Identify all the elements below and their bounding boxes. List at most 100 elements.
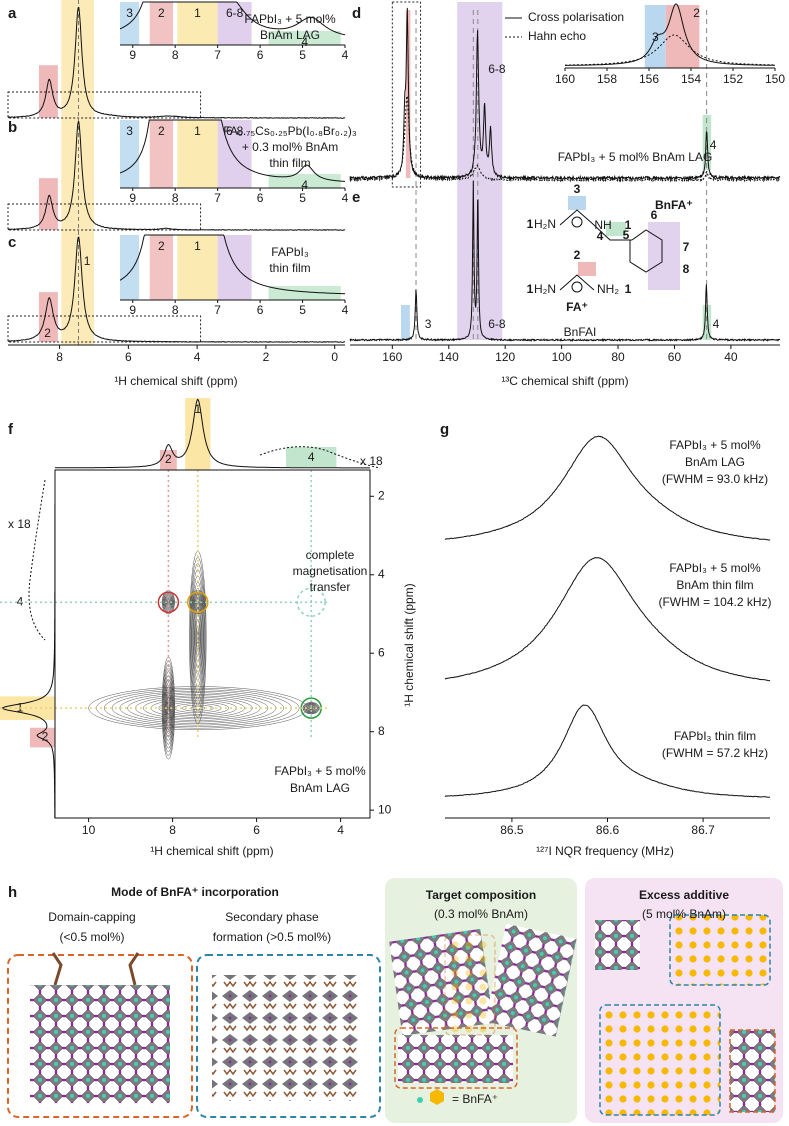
trace-label: BnAm thin film [676, 578, 753, 592]
annotation: transfer [310, 580, 351, 594]
inset-tick-label: 4 [342, 48, 349, 62]
x-tick-label: 8 [169, 823, 176, 837]
region-label: 3 [126, 6, 133, 20]
region-label: 6-8 [226, 124, 244, 138]
atom: NH₂ [597, 282, 619, 296]
site-label: 1 [625, 218, 632, 232]
inset-tick-label: 4 [342, 191, 349, 205]
region-label: 2 [158, 239, 165, 253]
region-label: 6-8 [488, 317, 506, 331]
x-tick-label: 4 [337, 823, 344, 837]
trace-label: (FWHM = 93.0 kHz) [662, 472, 768, 486]
cross-peak [157, 591, 180, 613]
trace-label: FAPbI₃ + 5 mol% [669, 561, 761, 575]
x-tick-label: 60 [668, 350, 682, 364]
spectrum [7, 6, 346, 119]
region-label: 3 [652, 30, 659, 44]
x-tick-label: 86.5 [500, 823, 524, 837]
contour [192, 594, 204, 611]
inset-tick-label: 6 [257, 303, 264, 317]
contour [166, 599, 170, 605]
capping-crystal [30, 985, 170, 1103]
site-label: 8 [683, 262, 690, 276]
region-label: 4 [17, 594, 24, 608]
legend-label: = BnFA⁺ [452, 1092, 498, 1106]
inset-tick-label: 7 [214, 48, 221, 62]
inset-marker [7, 91, 202, 119]
secondary-crystal [212, 975, 362, 1101]
trace-label: + 0.3 mol% BnAm [242, 140, 338, 154]
inset-marker [7, 315, 202, 343]
legend-icon [430, 1089, 444, 1105]
region-label: 4 [301, 178, 308, 192]
trace-label: FAPbI₃ + 5 mol% [669, 438, 761, 452]
capping-molecules [51, 952, 140, 986]
inset-tick-label: 8 [172, 48, 179, 62]
inset-tick-label: 152 [723, 72, 743, 86]
x-tick-label: 10 [82, 823, 96, 837]
inset-tick-label: 156 [639, 72, 659, 86]
inset-tick-label: 4 [342, 303, 349, 317]
inset-marker [391, 1, 422, 188]
capping-outline [444, 934, 496, 1036]
inset-band [217, 120, 252, 188]
x-tick-label: 120 [495, 350, 515, 364]
y-tick-label: 2 [378, 488, 385, 502]
inset-marker [7, 203, 202, 231]
region-label: 1 [194, 124, 201, 138]
inset-band [268, 31, 341, 45]
inset-tick-label: 158 [597, 72, 617, 86]
x-tick-label: 8 [56, 350, 63, 364]
plot-frame [54, 469, 371, 819]
site-box [648, 222, 680, 290]
site-label: 7 [683, 240, 690, 254]
inset-band [149, 235, 174, 300]
contour [163, 667, 174, 749]
scale-note: x 18 [360, 454, 383, 468]
inset-tick-label: 5 [299, 303, 306, 317]
x-tick-label: 0 [331, 350, 338, 364]
inset-tick-label: 150 [765, 72, 785, 86]
inset-spectrum [119, 1, 346, 36]
region-label: 1 [194, 402, 201, 416]
trace-label: BnAm LAG [685, 455, 745, 469]
site-label: 2 [574, 248, 581, 262]
trace-label: thin film [269, 261, 310, 275]
scale-note: x 18 [8, 517, 31, 531]
trace-label: (FWHM = 104.2 kHz) [658, 595, 771, 609]
region-label: 6-8 [488, 62, 506, 76]
y-tick-label: 8 [378, 724, 385, 738]
spectrum [7, 120, 346, 231]
capping-box [7, 954, 193, 1118]
box-sub: (0.3 mol% BnAm) [434, 907, 528, 921]
inset-tick-label: 8 [172, 303, 179, 317]
panel-label: b [8, 119, 17, 136]
contour [304, 703, 319, 714]
sample-label: BnAm LAG [290, 781, 350, 795]
section-title: Mode of BnFA⁺ incorporation [111, 885, 279, 899]
x-tick-label: 140 [439, 350, 459, 364]
region-band [61, 0, 94, 345]
region-band [457, 2, 503, 340]
target-grain [485, 923, 577, 1037]
region-label: 1 [194, 6, 201, 20]
spectrum [7, 236, 346, 343]
annotation: complete [306, 548, 355, 562]
panel-label: h [8, 884, 17, 901]
charge [571, 281, 583, 293]
excess-grain [729, 1029, 776, 1113]
x-tick-label: 86.6 [596, 823, 620, 837]
inset-echo [565, 34, 775, 66]
inset-spectrum [119, 119, 345, 182]
x-tick-label: 100 [552, 350, 572, 364]
contour [166, 696, 170, 720]
contour [303, 702, 320, 714]
contour [189, 706, 206, 710]
region-label: 2 [165, 452, 172, 466]
trace-label: thin film [269, 156, 310, 170]
inset-band [217, 2, 252, 45]
contour [302, 702, 320, 715]
region-label: 4 [308, 450, 315, 464]
region-label: 1 [84, 254, 91, 268]
